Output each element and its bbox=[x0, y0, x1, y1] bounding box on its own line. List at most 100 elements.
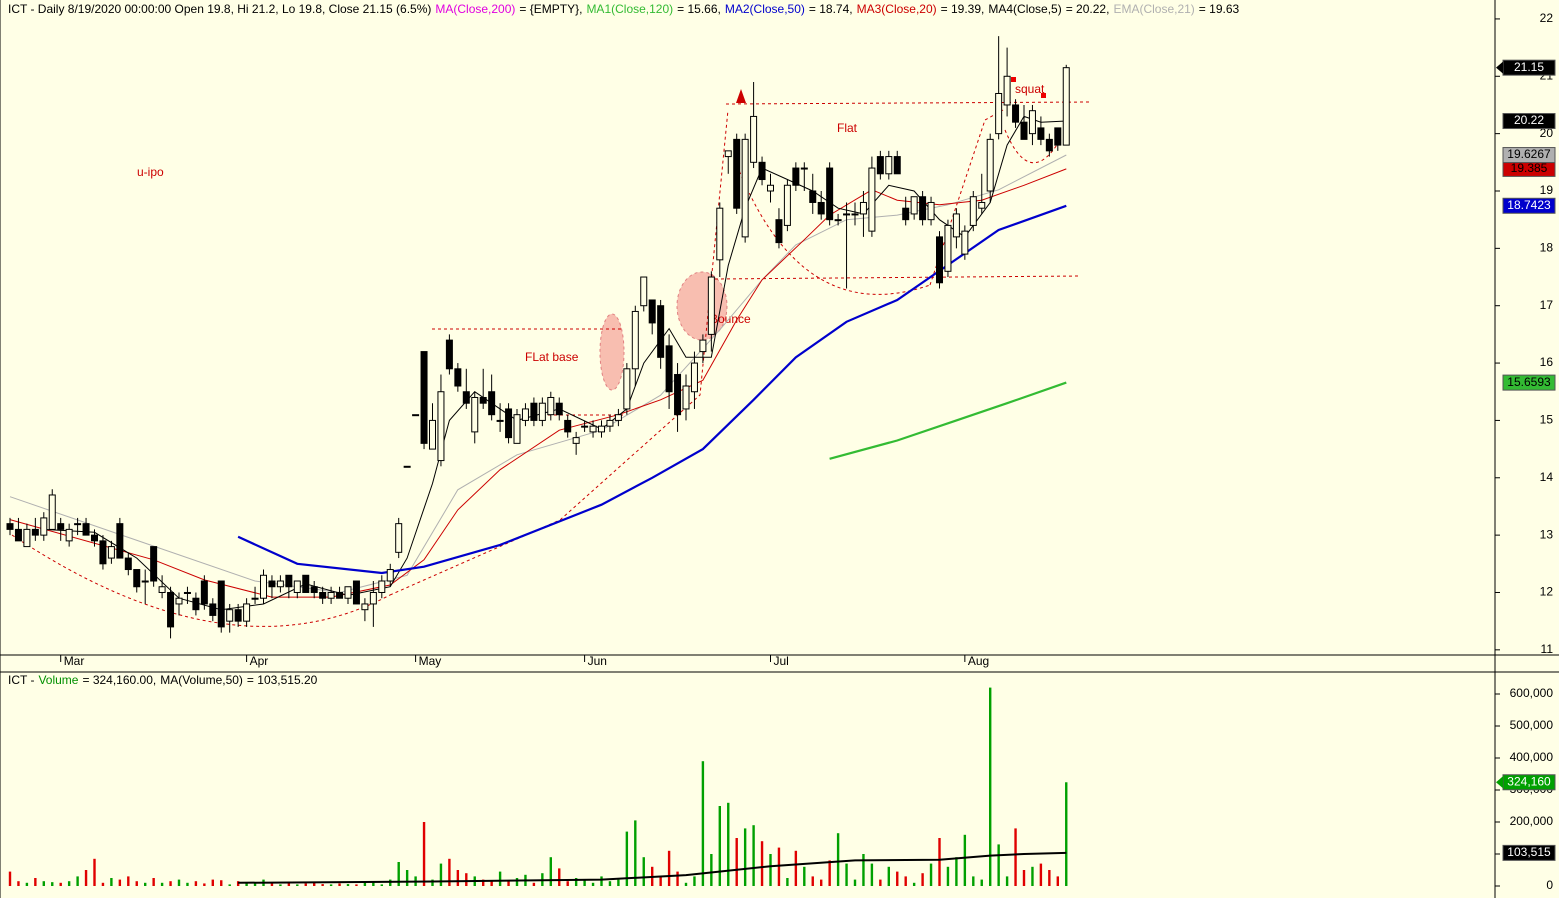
volume-bar bbox=[321, 884, 324, 886]
value-badge bbox=[1502, 113, 1556, 130]
candle-body bbox=[31, 528, 39, 536]
volume-bar bbox=[515, 878, 519, 886]
volume-bar bbox=[346, 884, 350, 886]
volume-bar bbox=[786, 878, 789, 886]
candle-body bbox=[276, 580, 284, 588]
ma-line bbox=[238, 851, 1067, 884]
volume-bar bbox=[794, 850, 798, 886]
volume-bar bbox=[34, 878, 37, 886]
volume-bar bbox=[693, 876, 696, 886]
volume-bar bbox=[355, 884, 358, 886]
candle-body bbox=[505, 408, 513, 439]
value-badge bbox=[1502, 374, 1556, 391]
volume-bar bbox=[929, 863, 933, 886]
candle-body bbox=[547, 396, 555, 416]
candle-body bbox=[859, 201, 867, 215]
badge-label: 324,160 bbox=[1507, 774, 1551, 788]
candle-body bbox=[826, 167, 834, 221]
candle-body bbox=[386, 569, 394, 582]
y-tick-label: 200,000 bbox=[1510, 814, 1554, 828]
candle-body bbox=[623, 368, 631, 410]
annotation: FLat base bbox=[525, 350, 579, 364]
y-tick-label: 14 bbox=[1540, 470, 1554, 484]
header-title: ICT - bbox=[8, 673, 34, 687]
candle-body bbox=[369, 591, 377, 605]
volume-bar bbox=[59, 882, 62, 886]
volume-bar bbox=[25, 882, 29, 886]
x-tick-label: Jun bbox=[588, 654, 607, 668]
candle-body bbox=[471, 396, 479, 433]
y-tick-label: 22 bbox=[1540, 11, 1554, 25]
badge-label: 21.15 bbox=[1514, 60, 1544, 74]
candle-body bbox=[868, 167, 876, 232]
candle-body bbox=[57, 523, 65, 530]
volume-bar bbox=[642, 857, 645, 886]
candle-body bbox=[843, 213, 851, 216]
volume-bar bbox=[338, 883, 341, 886]
volume-bar bbox=[397, 862, 400, 886]
header-title: ICT - Daily 8/19/2020 00:00:00 Open 19.8… bbox=[8, 2, 431, 16]
volume-bar bbox=[380, 884, 383, 886]
volume-bar bbox=[465, 873, 468, 886]
volume-bar bbox=[135, 881, 138, 886]
volume-bar bbox=[811, 876, 814, 886]
candle-body bbox=[733, 138, 741, 209]
x-tick-label: Mar bbox=[64, 654, 85, 668]
volume-bar bbox=[532, 882, 536, 886]
volume-bar bbox=[279, 884, 282, 886]
candle-body bbox=[555, 402, 563, 416]
volume-bar bbox=[169, 881, 172, 886]
volume-bar bbox=[752, 825, 755, 886]
y-tick-label: 19 bbox=[1540, 183, 1554, 197]
badge-label: 103,515 bbox=[1507, 845, 1551, 859]
legend-value: = 324,160.00, bbox=[82, 673, 156, 687]
volume-bar bbox=[735, 838, 738, 886]
candle-body bbox=[1012, 104, 1020, 123]
y-tick-label: 15 bbox=[1540, 413, 1554, 427]
volume-bar bbox=[17, 881, 20, 886]
candle-body bbox=[538, 402, 546, 421]
legend-value: = 20.22, bbox=[1066, 2, 1110, 16]
candle-body bbox=[234, 609, 242, 622]
y-tick-label: 18 bbox=[1540, 241, 1554, 255]
candle-body bbox=[310, 586, 318, 593]
candle-body bbox=[124, 557, 132, 571]
volume-bar bbox=[777, 847, 781, 886]
badge-label: 20.22 bbox=[1514, 113, 1544, 127]
volume-bar bbox=[1022, 870, 1026, 886]
volume-bar bbox=[853, 879, 857, 886]
y-tick-label: 12 bbox=[1540, 585, 1554, 599]
volume-bar bbox=[963, 834, 967, 886]
volume-bar bbox=[431, 879, 434, 886]
legend-value: = 103,515.20 bbox=[247, 673, 318, 687]
volume-bar bbox=[127, 876, 130, 886]
candle-body bbox=[564, 419, 572, 433]
volume-bar bbox=[997, 844, 1000, 886]
candle-body bbox=[598, 425, 605, 433]
y-tick-label: 500,000 bbox=[1510, 718, 1554, 732]
volume-bar bbox=[667, 850, 671, 886]
dashed-curve bbox=[11, 534, 391, 627]
volume-bar bbox=[574, 878, 578, 886]
candle-body bbox=[961, 230, 969, 255]
legend-name: MA2(Close,50) bbox=[725, 2, 805, 16]
candle-body bbox=[674, 374, 682, 416]
volume-bar bbox=[439, 863, 443, 886]
dashed-curve bbox=[1004, 129, 1061, 164]
candle-body bbox=[217, 580, 225, 628]
candle-body bbox=[462, 391, 470, 404]
volume-bar bbox=[177, 879, 181, 886]
ma-line bbox=[829, 381, 1067, 460]
dashed-curve bbox=[734, 159, 931, 295]
candle-body bbox=[919, 196, 927, 221]
candle-body bbox=[986, 138, 994, 192]
volume-bar bbox=[1031, 866, 1034, 886]
volume-bar bbox=[836, 833, 840, 886]
candle-body bbox=[6, 523, 14, 530]
highlight bbox=[599, 313, 625, 391]
candle-body bbox=[876, 156, 884, 175]
candle-body bbox=[99, 540, 107, 565]
volume-bar bbox=[313, 882, 316, 886]
candle-body bbox=[775, 219, 783, 244]
